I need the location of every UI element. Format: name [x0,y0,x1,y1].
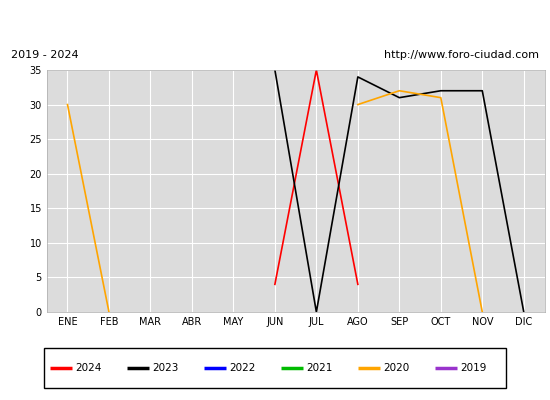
Text: 2022: 2022 [229,363,255,373]
Text: 2024: 2024 [75,363,101,373]
Text: 2019 - 2024: 2019 - 2024 [11,50,79,60]
Text: 2023: 2023 [152,363,178,373]
Text: 2020: 2020 [383,363,409,373]
Text: http://www.foro-ciudad.com: http://www.foro-ciudad.com [384,50,539,60]
Text: Evolucion Nº Turistas Extranjeros en el municipio de Villalba de los Alcores: Evolucion Nº Turistas Extranjeros en el … [27,14,523,28]
Text: 2019: 2019 [460,363,486,373]
Text: 2021: 2021 [306,363,332,373]
